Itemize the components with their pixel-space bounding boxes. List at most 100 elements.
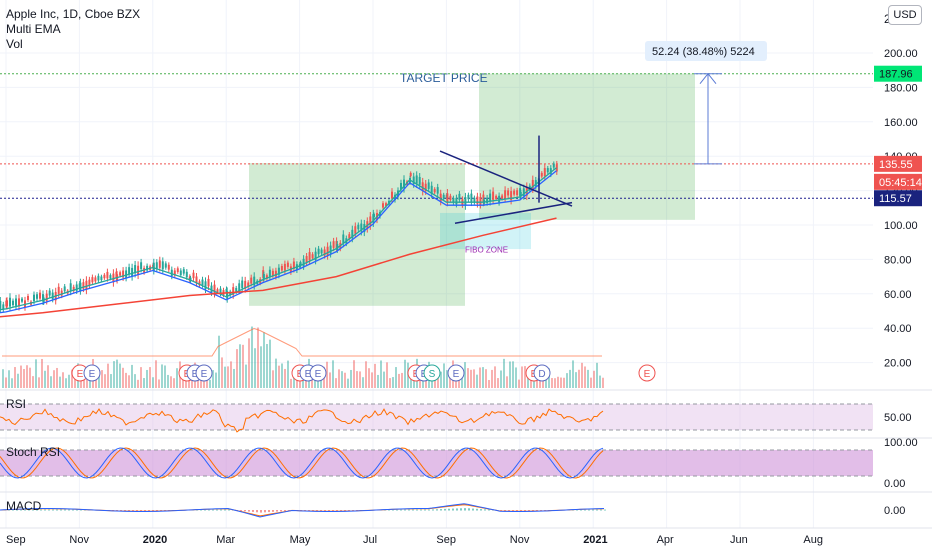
- volume-bar: [497, 378, 499, 388]
- macd-axis-label: 0.00: [884, 505, 905, 517]
- candle-body: [213, 284, 216, 294]
- price-axis-label: 20.00: [884, 358, 912, 370]
- macd-histogram-bar: [320, 510, 322, 511]
- indicator-multi-ema[interactable]: Multi EMA: [6, 22, 61, 36]
- candle-body: [430, 185, 433, 195]
- macd-histogram-bar: [40, 509, 42, 511]
- candle-body: [128, 267, 131, 275]
- volume-bar: [461, 372, 463, 388]
- candle-body: [63, 286, 66, 292]
- candle-body: [161, 261, 164, 270]
- candle-body: [415, 175, 418, 184]
- volume-bar: [278, 365, 280, 388]
- volume-bar: [248, 338, 250, 388]
- candle-body: [173, 270, 176, 276]
- volume-bar: [527, 373, 529, 388]
- target-price-badge: 187.96: [879, 69, 913, 81]
- volume-bar: [584, 366, 586, 388]
- indicator-volume[interactable]: Vol: [6, 37, 23, 51]
- price-axis-label: 160.00: [884, 117, 918, 129]
- volume-bar: [272, 370, 274, 388]
- volume-bar: [542, 378, 544, 388]
- macd-histogram-bar: [280, 510, 282, 512]
- macd-line: [0, 503, 605, 518]
- candle-body: [51, 292, 54, 300]
- candle-body: [479, 197, 482, 205]
- time-axis-label: Apr: [657, 534, 674, 546]
- candle-body: [152, 262, 155, 271]
- macd-histogram-bar: [340, 510, 342, 511]
- candle-body: [311, 254, 314, 259]
- stoch-rsi-pane-label[interactable]: Stoch RSI: [6, 445, 61, 459]
- volume-bar: [371, 372, 373, 388]
- volume-bar: [281, 363, 283, 388]
- volume-bar: [326, 361, 328, 388]
- macd-histogram-bar: [228, 509, 230, 511]
- candle-body: [292, 261, 295, 269]
- symbol-title[interactable]: Apple Inc, 1D, Cboe BZX: [6, 7, 141, 21]
- volume-bar: [254, 348, 256, 388]
- volume-bar: [539, 377, 541, 388]
- countdown-badge: 05:45:14: [879, 177, 922, 189]
- macd-histogram-bar: [244, 510, 246, 512]
- volume-bar: [491, 369, 493, 388]
- volume-bar: [356, 371, 358, 388]
- candle-body: [45, 293, 48, 301]
- macd-histogram-bar: [32, 509, 34, 511]
- volume-bar: [80, 377, 82, 388]
- volume-bar: [563, 377, 565, 388]
- candle-body: [192, 272, 195, 279]
- earnings-marker: [195, 364, 213, 382]
- candle-body: [442, 194, 445, 199]
- volume-bar: [173, 378, 175, 388]
- macd-histogram-bar: [140, 510, 142, 511]
- time-axis-label: Sep: [6, 534, 26, 546]
- candle-body: [219, 288, 222, 294]
- candle-body: [421, 182, 424, 192]
- candle-body: [357, 224, 360, 230]
- macd-histogram-bar: [604, 509, 606, 511]
- volume-bar: [59, 376, 61, 388]
- volume-bar: [71, 369, 73, 388]
- candle-body: [250, 277, 253, 284]
- candle-body: [12, 300, 14, 306]
- macd-pane-label[interactable]: MACD: [6, 499, 42, 513]
- volume-bar: [368, 368, 370, 388]
- candle-body: [27, 295, 29, 301]
- candle-body: [75, 284, 78, 291]
- candle-body: [226, 291, 229, 299]
- candle-body: [308, 252, 311, 261]
- candle-body: [552, 163, 555, 168]
- volume-bar: [257, 327, 259, 388]
- macd-histogram-bar: [76, 509, 78, 511]
- candle-body: [391, 191, 393, 199]
- volume-bar: [218, 335, 220, 388]
- candle-body: [385, 203, 387, 207]
- candle-body: [501, 195, 504, 199]
- candle-body: [470, 193, 473, 202]
- volume-bar: [242, 344, 244, 388]
- volume-bar: [548, 368, 550, 388]
- ema-slow-line: [0, 217, 557, 318]
- fibo-zone-label: FIBO ZONE: [465, 246, 508, 255]
- volume-bar: [473, 369, 475, 388]
- volume-bar: [536, 379, 538, 388]
- volume-bar: [512, 361, 514, 388]
- volume-bar: [506, 376, 508, 388]
- macd-histogram-bar: [312, 510, 314, 511]
- rsi-pane-label[interactable]: RSI: [6, 397, 27, 411]
- candle-body: [299, 262, 302, 266]
- volume-bar: [482, 367, 484, 388]
- candle-body: [486, 197, 489, 204]
- countdown-badge-bg: [874, 173, 922, 190]
- macd-histogram-bar: [408, 509, 410, 511]
- candle-body: [6, 300, 8, 307]
- currency-button[interactable]: USD: [888, 5, 922, 25]
- candle-body: [286, 262, 289, 267]
- price-axis-label: 200.00: [884, 48, 918, 60]
- target-price-badge-bg: [874, 65, 922, 82]
- candle-body: [185, 271, 188, 278]
- candle-body: [394, 194, 396, 200]
